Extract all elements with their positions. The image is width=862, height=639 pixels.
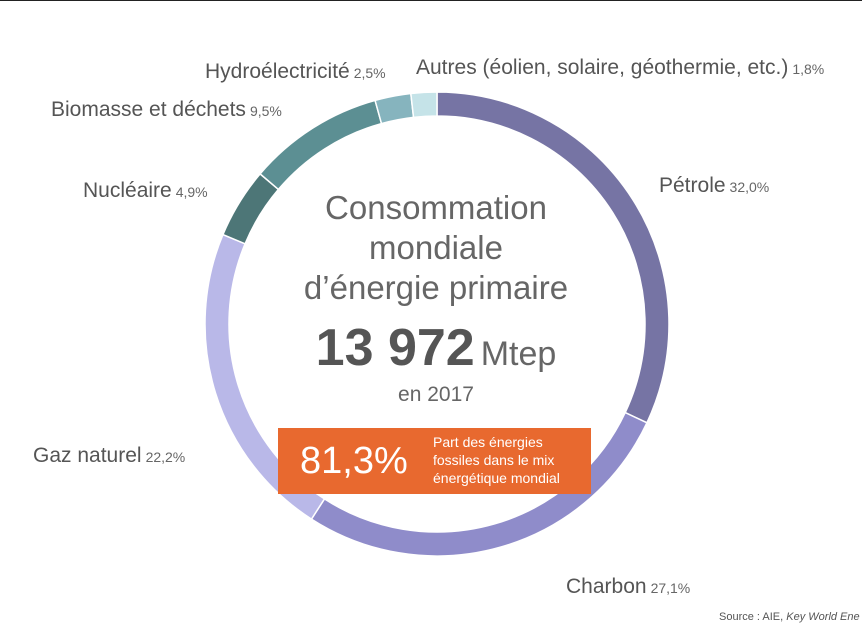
slice-value: 2,5% (353, 65, 386, 81)
slice-value: 1,8% (792, 61, 825, 77)
slice-label-autres: Autres (éolien, solaire, géothermie, etc… (416, 56, 824, 81)
chart-title: Consommation mondiale d’énergie primaire (286, 188, 586, 308)
slice-name: Gaz naturel (33, 444, 142, 467)
slice-value: 22,2% (145, 449, 186, 465)
slice-name: Autres (éolien, solaire, géothermie, etc… (416, 56, 789, 79)
total-value: 13 972 (315, 319, 475, 377)
slice-name: Charbon (566, 575, 647, 598)
total-consumption: 13 972 Mtep (286, 318, 586, 384)
slice-label-charbon: Charbon 27,1% (566, 575, 690, 600)
slice-label-biomasse: Biomasse et déchets 9,5% (51, 98, 282, 123)
donut-slice-3 (221, 172, 280, 245)
year-label: en 2017 (398, 383, 474, 406)
slice-label-gaz: Gaz naturel 22,2% (33, 444, 185, 469)
source-prefix: Source : AIE, (719, 611, 787, 623)
slice-name: Biomasse et déchets (51, 98, 246, 121)
slice-name: Pétrole (659, 174, 726, 197)
fossil-share-box: 81,3% Part des énergies fossiles dans le… (278, 428, 591, 494)
fossil-share-description: Part des énergies fossiles dans le mix é… (433, 434, 560, 486)
slice-value: 32,0% (729, 179, 770, 195)
title-line-2: mondiale (369, 229, 503, 266)
slice-label-hydro: Hydroélectricité 2,5% (205, 60, 386, 85)
slice-value: 9,5% (249, 103, 282, 119)
title-line-1: Consommation (325, 189, 547, 226)
title-line-3: d’énergie primaire (303, 269, 569, 306)
fossil-share-percent: 81,3% (300, 440, 408, 482)
slice-value: 4,9% (175, 184, 208, 200)
slice-value: 27,1% (650, 580, 691, 596)
slice-name: Nucléaire (83, 179, 172, 202)
source-note: Source : AIE, Key World Ene (719, 611, 860, 623)
slice-label-nucleaire: Nucléaire 4,9% (83, 179, 208, 204)
source-title: Key World Ene (786, 611, 860, 623)
slice-name: Hydroélectricité (205, 60, 350, 83)
donut-slice-6 (409, 91, 438, 119)
slice-label-petrole: Pétrole 32,0% (659, 174, 769, 199)
donut-slice-5 (374, 92, 415, 125)
total-unit: Mtep (480, 335, 557, 373)
top-rule (0, 0, 862, 1)
